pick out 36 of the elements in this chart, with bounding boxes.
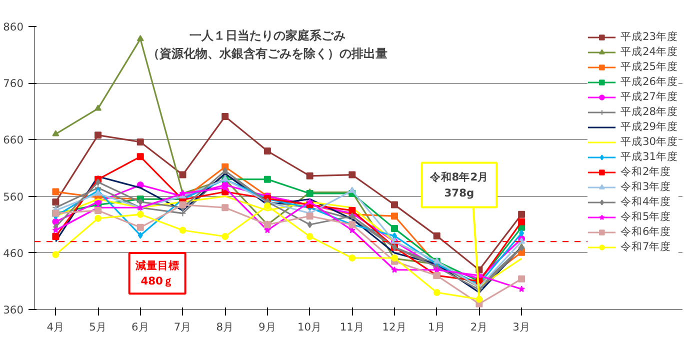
y-tick-label: 460	[3, 246, 24, 260]
legend-label: 平成23年度	[620, 30, 678, 44]
x-tick-label: 11月	[340, 320, 364, 334]
legend-label: 令和7年度	[620, 240, 672, 254]
legend-label: 平成29年度	[620, 120, 678, 134]
legend-label: 令和6年度	[620, 225, 672, 239]
legend-label: 平成27年度	[620, 90, 678, 104]
x-tick-label: 1月	[428, 320, 446, 334]
x-tick-label: 7月	[174, 320, 192, 334]
x-tick-label: 3月	[512, 320, 530, 334]
y-tick-label: 860	[3, 20, 24, 34]
legend-label: 平成25年度	[620, 60, 678, 74]
x-tick-label: 9月	[258, 320, 276, 334]
x-tick-label: 6月	[131, 320, 150, 334]
x-tick-label: 2月	[470, 320, 488, 334]
text: 一人１日当たりの家庭系ごみ（資源化物、水銀含有ごみを除く）の排出量	[147, 28, 388, 60]
x-tick-label: 5月	[89, 320, 107, 334]
legend-label: 平成30年度	[620, 135, 678, 149]
x-tick-label: 8月	[216, 320, 234, 334]
x-tick-label: 12月	[382, 320, 407, 334]
ref-line-label: 減量目標 480ｇ	[134, 258, 180, 288]
legend-label: 令和3年度	[620, 180, 672, 194]
legend-label: 令和5年度	[620, 210, 672, 224]
y-tick-label: 760	[3, 77, 24, 90]
legend-label: 令和4年度	[620, 195, 672, 209]
x-tick-label: 10月	[298, 320, 322, 334]
annotation: 令和8年2月 378g	[428, 170, 489, 200]
legend-label: 平成31年度	[620, 150, 678, 164]
y-tick-label: 360	[3, 304, 24, 316]
legend-label: 平成28年度	[620, 105, 678, 119]
y-tick-label: 660	[3, 134, 24, 147]
y-tick-label: 560	[3, 190, 24, 204]
legend-label: 平成26年度	[620, 75, 678, 89]
legend-label: 令和2年度	[620, 165, 672, 179]
x-tick-label: 4月	[46, 320, 65, 334]
legend-label: 平成24年度	[620, 45, 678, 59]
